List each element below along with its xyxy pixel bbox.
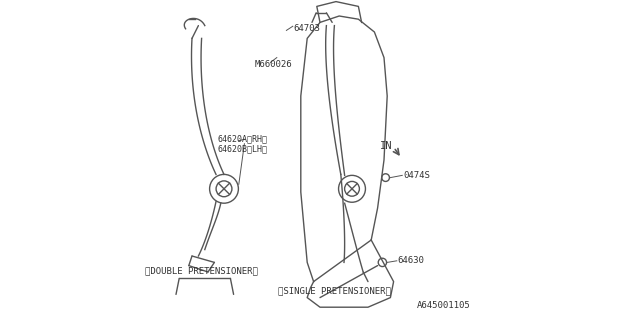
Text: 〈DOUBLE PRETENSIONER〉: 〈DOUBLE PRETENSIONER〉	[145, 266, 258, 275]
Text: 64630: 64630	[398, 256, 424, 265]
Text: 0474S: 0474S	[403, 171, 430, 180]
Text: 64620B〈LH〉: 64620B〈LH〉	[218, 144, 268, 153]
Text: IN: IN	[380, 140, 392, 151]
Text: A645001105: A645001105	[417, 301, 470, 310]
Text: 〈SINGLE PRETENSIONER〉: 〈SINGLE PRETENSIONER〉	[278, 287, 391, 296]
Text: 64703: 64703	[294, 24, 321, 33]
Text: 64620A〈RH〉: 64620A〈RH〉	[218, 135, 268, 144]
Text: M660026: M660026	[254, 60, 292, 68]
